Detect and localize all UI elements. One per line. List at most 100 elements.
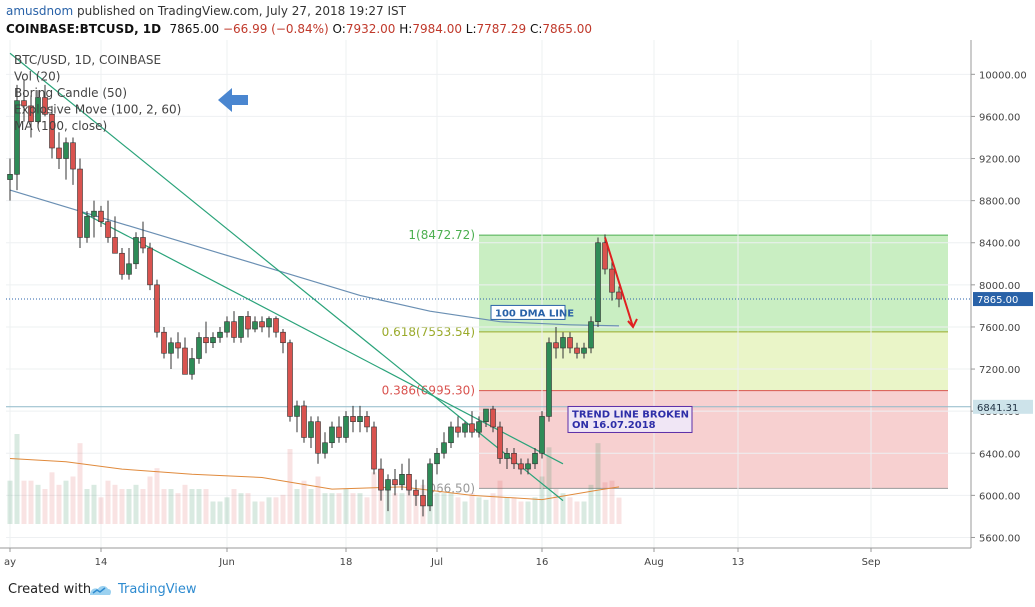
volume-bar	[126, 489, 132, 524]
candle-up	[217, 331, 223, 338]
annotation-trend-broken: TREND LINE BROKEN	[572, 409, 689, 420]
time-tick-label: Aug	[644, 557, 664, 568]
chart-grid	[6, 40, 971, 548]
candle-up	[462, 423, 468, 433]
volume-bar	[497, 480, 503, 524]
volume-bar	[532, 497, 538, 524]
volume-bar	[434, 493, 440, 524]
candle-down	[378, 468, 384, 491]
volume-bar	[525, 501, 531, 524]
candle-up	[434, 452, 440, 465]
volume-bar	[553, 489, 559, 524]
candle-up	[252, 321, 258, 330]
volume-bar	[574, 501, 580, 524]
volume-bar	[280, 494, 286, 524]
publish-text: published on TradingView.com, July 27, 2…	[76, 4, 406, 18]
volume-bar	[14, 434, 20, 524]
time-tick-label: 14	[95, 557, 108, 568]
candle-down	[154, 284, 160, 333]
candle-down	[161, 331, 167, 354]
time-tick-label: Jun	[218, 557, 235, 568]
volume-bar	[490, 493, 496, 524]
candle-down	[497, 426, 503, 459]
author-name[interactable]: amusdnom	[6, 4, 74, 18]
candle-up	[126, 263, 132, 275]
price-tick-label: 5600.00	[979, 533, 1020, 544]
price-axis[interactable]: 10000.00 9600.00 9200.00 8800.00 8400.00 8000…	[970, 40, 1033, 548]
tradingview-logo-icon[interactable]	[88, 582, 112, 598]
symbol-info: COINBASE:BTCUSD, 1D 7865.00 −66.99 (−0.8…	[6, 22, 592, 36]
volume-bar	[616, 497, 622, 524]
volume-bar	[609, 480, 615, 524]
candle-down	[518, 463, 524, 470]
price-tick-label: 7600.00	[979, 323, 1020, 334]
candles	[7, 79, 622, 517]
publish-info: amusdnom published on TradingView.com, J…	[6, 4, 406, 18]
price-line-label: 7865.00	[977, 295, 1018, 306]
annotation-box	[567, 405, 693, 433]
candle-up	[546, 342, 552, 417]
candle-down	[574, 347, 580, 354]
down-arrow-head-icon	[627, 318, 638, 329]
price-tick-label: 9200.00	[979, 155, 1020, 166]
candle-up	[14, 100, 20, 175]
volume-bar	[245, 493, 251, 524]
volume-bar	[399, 493, 405, 524]
candle-down	[140, 237, 146, 249]
candle-up	[168, 342, 174, 354]
volume-bar	[203, 489, 209, 524]
candle-down	[105, 221, 111, 238]
volume-bar	[294, 489, 300, 524]
close-label: C:	[529, 22, 543, 36]
close-value: 7865.00	[542, 22, 593, 36]
time-axis[interactable]: ay 14 Jun 18 Jul 16 Aug 13 Sep	[0, 547, 971, 568]
candle-down	[28, 105, 34, 122]
candle-up	[441, 442, 447, 454]
candle-down	[420, 495, 426, 507]
time-tick-label: Sep	[862, 557, 881, 568]
candle-up	[532, 452, 538, 465]
candle-down	[273, 318, 279, 333]
candle-down	[371, 426, 377, 470]
volume-bar	[49, 472, 55, 524]
volume-bar	[392, 493, 398, 524]
candle-down	[609, 268, 615, 293]
volume-bar	[224, 497, 230, 524]
volume-bar	[147, 476, 153, 524]
volume-bar	[63, 480, 69, 524]
candle-up	[525, 463, 531, 470]
price-tick-label: 8000.00	[979, 281, 1020, 292]
trend-line	[79, 210, 564, 465]
candle-up	[224, 321, 230, 333]
volume-bar	[560, 493, 566, 524]
volume-bar	[588, 484, 594, 524]
price-tick-label: 8400.00	[979, 239, 1020, 250]
legend: BTC/USD, 1D, COINBASE Vol (20) Boring Cand…	[14, 53, 248, 133]
candle-up	[504, 452, 510, 459]
volume-bar	[266, 497, 272, 524]
candle-up	[63, 142, 69, 159]
volume-bar	[70, 476, 76, 524]
candle-down	[490, 408, 496, 428]
time-tick-label: 13	[732, 557, 745, 568]
volume-bar	[336, 493, 342, 524]
volume-bar	[42, 489, 48, 524]
candle-up	[7, 174, 13, 180]
candle-up	[581, 347, 587, 354]
candle-down	[70, 142, 76, 170]
candle-up	[343, 416, 349, 438]
candle-down	[77, 168, 83, 238]
volume-bar	[329, 493, 335, 524]
tradingview-brand-link[interactable]: TradingView	[118, 582, 197, 597]
volume-bar	[371, 472, 377, 524]
created-with-text: Created with	[8, 582, 92, 597]
candle-down	[511, 452, 517, 465]
volume-bar	[350, 493, 356, 524]
candle-down	[147, 247, 153, 286]
volume-bar	[259, 501, 265, 524]
candle-down	[245, 316, 251, 330]
volume-bar	[133, 484, 139, 524]
time-tick-label: 16	[536, 557, 549, 568]
annotation-box	[490, 304, 566, 320]
price-chart[interactable]: 1(8472.72)0.618(7553.54)0.386(6995.30)06…	[0, 40, 1035, 576]
